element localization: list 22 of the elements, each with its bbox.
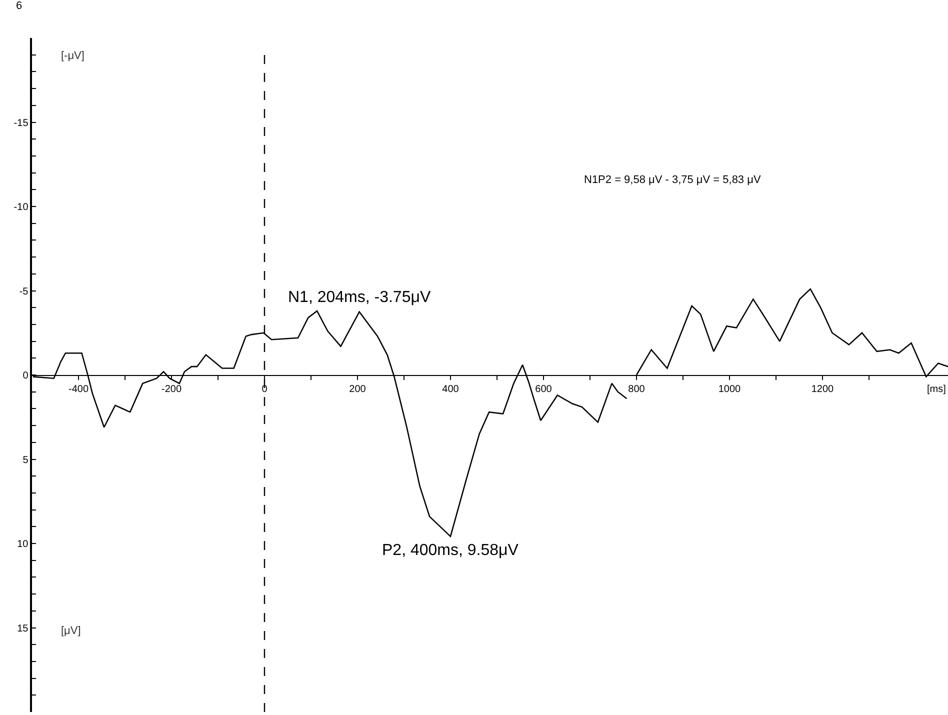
y-tick-label: 5	[22, 454, 29, 466]
annotation: P2, 400ms, 9.58μV	[382, 542, 519, 559]
y-tick-label: -5	[19, 286, 29, 298]
x-tick-label: 1200	[811, 384, 834, 396]
y-tick-label: -10	[14, 202, 29, 213]
text: 6	[16, 0, 22, 12]
y-axis-title: [-μV]	[61, 50, 84, 62]
x-tick-label: 200	[349, 384, 366, 396]
x-tick-label: 1000	[718, 384, 742, 396]
annotation: N1P2 = 9,58 μV - 3,75 μV = 5,83 μV	[584, 174, 762, 186]
x-tick-label: 800	[628, 384, 646, 396]
y-tick-label: 15	[17, 623, 29, 634]
x-tick-label: 400	[442, 384, 460, 396]
x-tick-label: 600	[535, 384, 552, 396]
y-tick-label: -15	[14, 118, 29, 129]
annotation: [μV]	[61, 625, 81, 637]
x-tick-label: -400	[68, 384, 89, 396]
x-axis-title: [ms]	[927, 384, 946, 395]
x-tick-label: -200	[161, 384, 182, 396]
y-tick-label: 10	[17, 539, 29, 550]
annotation: N1, 204ms, -3.75μV	[288, 289, 431, 306]
y-tick-label: 0	[22, 370, 29, 382]
